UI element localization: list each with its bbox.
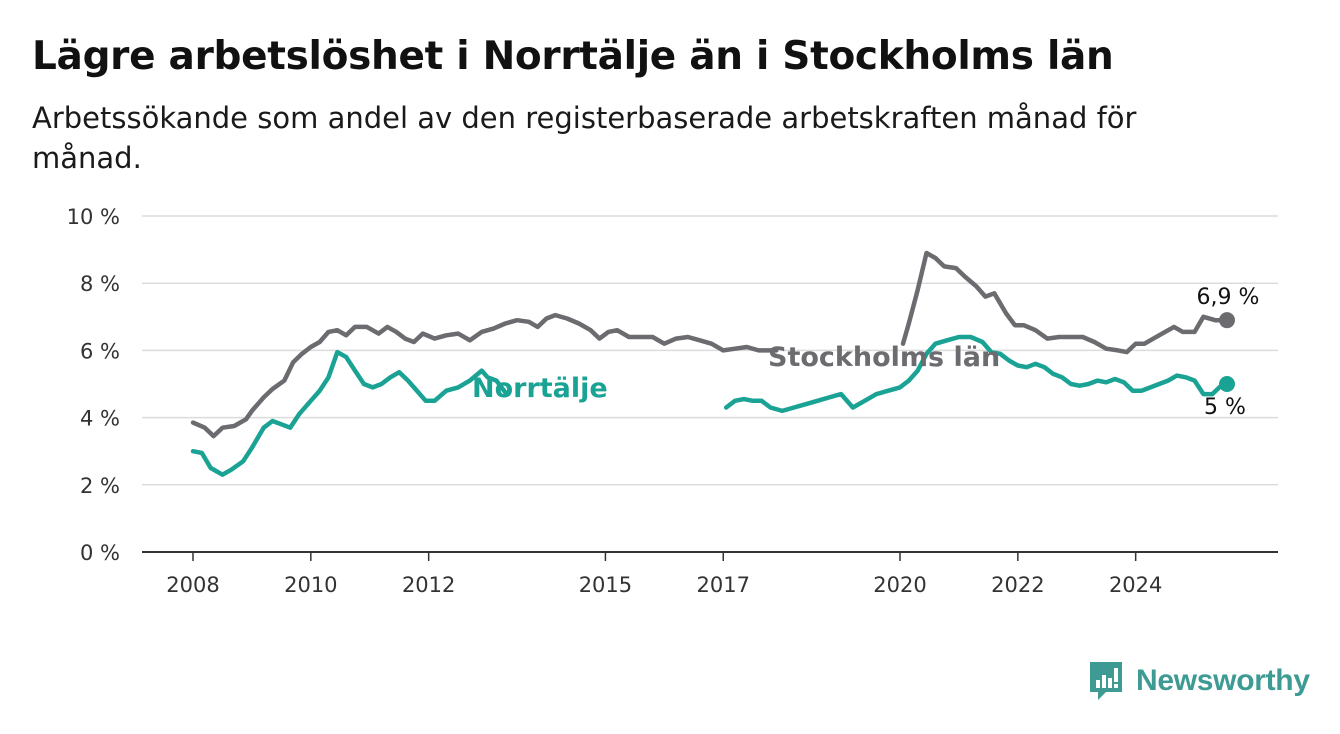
series-line-stockholms-l-n [190,312,779,439]
chart-subtitle: Arbetssökande som andel av den registerb… [32,101,1137,175]
x-tick-label: 2020 [873,573,926,597]
x-tick-label: 2010 [284,573,337,597]
y-tick-label: 10 % [67,205,120,229]
y-tick-label: 2 % [80,474,120,498]
x-tick-label: 2012 [402,573,455,597]
series-end-point-stockholms-l-n [1219,312,1235,329]
series-end-point-norrt-lje [1219,376,1235,392]
y-tick-label: 8 % [80,272,120,296]
x-tick-label: 2015 [579,573,632,597]
y-tick-label: 0 % [80,541,120,565]
series-label-norrtalje: Norrtälje [472,373,608,404]
end-value-label-stockholms-lan: 6,9 % [1197,285,1260,310]
series-lines [190,250,1235,477]
gridlines [142,215,1278,553]
x-tick-label: 2008 [166,573,219,597]
x-tick-label: 2017 [697,573,750,597]
series-line-norrt-lje [190,349,508,477]
series-label-stockholms-lan: Stockholms län [768,342,1000,373]
series-labels: Stockholms län Norrtälje 6,9 % 5 % [472,285,1259,420]
y-tick-label: 4 % [80,407,120,431]
chart-title: Lägre arbetslöshet i Norrtälje än i Stoc… [32,34,1114,79]
newsworthy-logo-icon [1090,662,1122,700]
series-line-norrt-lje-continued [723,334,1230,414]
end-value-label-norrtalje: 5 % [1204,395,1246,420]
x-tick-label: 2022 [991,573,1044,597]
newsworthy-logo: Newsworthy [1088,660,1310,702]
brand-name: Newsworthy [1136,664,1310,697]
y-axis-ticks: 0 % 2 % 4 % 6 % 8 % 10 % [67,205,120,565]
x-axis-ticks: 2008 2010 2012 2015 2017 2020 2022 2024 [166,552,1162,597]
y-tick-label: 6 % [80,339,120,363]
x-tick-label: 2024 [1109,573,1162,597]
series-line-stockholms-l-n-continued [900,250,1230,355]
